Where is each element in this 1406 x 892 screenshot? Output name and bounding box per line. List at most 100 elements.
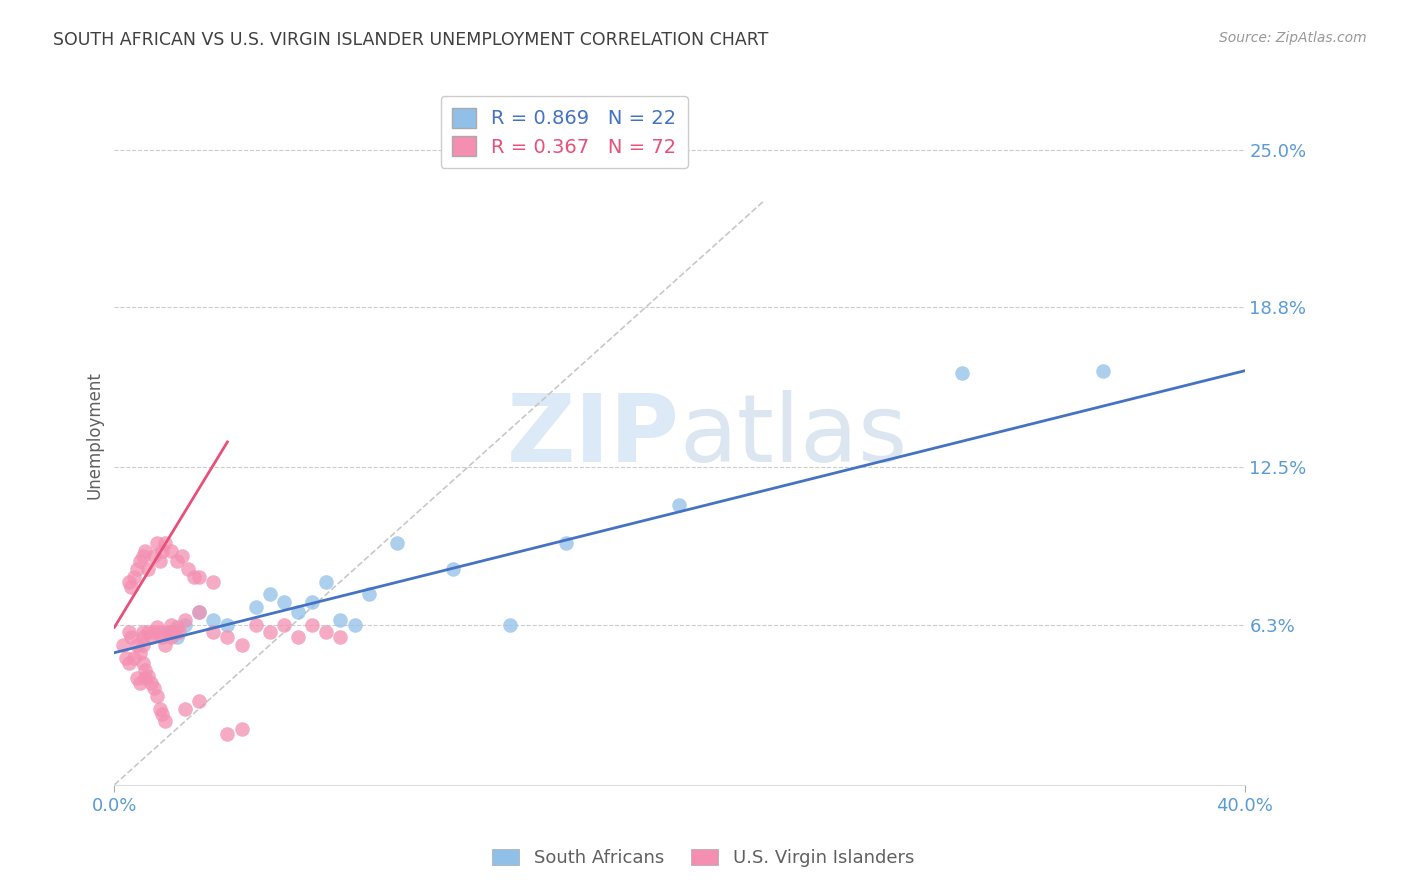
Point <box>120 580 142 594</box>
Point <box>146 536 169 550</box>
Text: Source: ZipAtlas.com: Source: ZipAtlas.com <box>1219 31 1367 45</box>
Point <box>555 536 578 550</box>
Point <box>950 367 973 381</box>
Point <box>134 671 156 685</box>
Point <box>131 638 153 652</box>
Point <box>149 554 172 568</box>
Point <box>149 701 172 715</box>
Point <box>188 605 211 619</box>
Y-axis label: Unemployment: Unemployment <box>86 372 103 500</box>
Point <box>152 544 174 558</box>
Point <box>136 562 159 576</box>
Point <box>114 650 136 665</box>
Point <box>301 595 323 609</box>
Point <box>131 549 153 564</box>
Point <box>329 631 352 645</box>
Point <box>146 620 169 634</box>
Point <box>155 714 177 729</box>
Point <box>177 562 200 576</box>
Point <box>131 625 153 640</box>
Point <box>117 656 139 670</box>
Point <box>385 536 408 550</box>
Point <box>160 631 183 645</box>
Point <box>128 554 150 568</box>
Point <box>202 574 225 589</box>
Point <box>131 631 153 645</box>
Point <box>120 631 142 645</box>
Point <box>169 625 191 640</box>
Point <box>188 694 211 708</box>
Point <box>668 499 690 513</box>
Point <box>136 668 159 682</box>
Point <box>172 549 194 564</box>
Point <box>259 587 281 601</box>
Point <box>183 569 205 583</box>
Point <box>134 544 156 558</box>
Point <box>1092 364 1115 378</box>
Point <box>166 631 188 645</box>
Point <box>188 605 211 619</box>
Point <box>245 617 267 632</box>
Point <box>157 625 180 640</box>
Point <box>287 605 309 619</box>
Point <box>315 625 337 640</box>
Point <box>149 625 172 640</box>
Point <box>163 625 186 640</box>
Point <box>357 587 380 601</box>
Point <box>117 574 139 589</box>
Point <box>125 638 148 652</box>
Point <box>128 646 150 660</box>
Point <box>139 631 162 645</box>
Point <box>231 722 253 736</box>
Point <box>231 638 253 652</box>
Point <box>287 631 309 645</box>
Point <box>443 562 465 576</box>
Legend: South Africans, U.S. Virgin Islanders: South Africans, U.S. Virgin Islanders <box>485 841 921 874</box>
Point <box>139 676 162 690</box>
Point <box>125 562 148 576</box>
Point <box>146 689 169 703</box>
Point <box>160 625 183 640</box>
Point <box>343 617 366 632</box>
Point <box>329 613 352 627</box>
Point <box>136 625 159 640</box>
Point <box>134 664 156 678</box>
Point <box>155 536 177 550</box>
Point <box>122 569 145 583</box>
Point <box>122 650 145 665</box>
Point <box>111 638 134 652</box>
Point <box>117 625 139 640</box>
Point <box>188 569 211 583</box>
Point <box>160 544 183 558</box>
Point <box>131 656 153 670</box>
Point <box>315 574 337 589</box>
Point <box>174 617 197 632</box>
Point <box>174 613 197 627</box>
Point <box>128 676 150 690</box>
Legend: R = 0.869   N = 22, R = 0.367   N = 72: R = 0.869 N = 22, R = 0.367 N = 72 <box>440 96 688 169</box>
Point <box>166 620 188 634</box>
Point <box>202 613 225 627</box>
Text: atlas: atlas <box>679 390 908 482</box>
Point <box>125 671 148 685</box>
Point <box>301 617 323 632</box>
Point <box>217 727 239 741</box>
Point <box>273 617 295 632</box>
Point <box>152 706 174 721</box>
Point <box>152 631 174 645</box>
Text: ZIP: ZIP <box>506 390 679 482</box>
Point <box>273 595 295 609</box>
Point <box>143 549 166 564</box>
Point <box>217 631 239 645</box>
Point <box>160 617 183 632</box>
Point <box>499 617 522 632</box>
Point <box>202 625 225 640</box>
Point <box>259 625 281 640</box>
Point <box>155 638 177 652</box>
Point <box>217 617 239 632</box>
Point <box>174 701 197 715</box>
Text: SOUTH AFRICAN VS U.S. VIRGIN ISLANDER UNEMPLOYMENT CORRELATION CHART: SOUTH AFRICAN VS U.S. VIRGIN ISLANDER UN… <box>53 31 769 49</box>
Point <box>166 554 188 568</box>
Point <box>245 599 267 614</box>
Point <box>143 681 166 696</box>
